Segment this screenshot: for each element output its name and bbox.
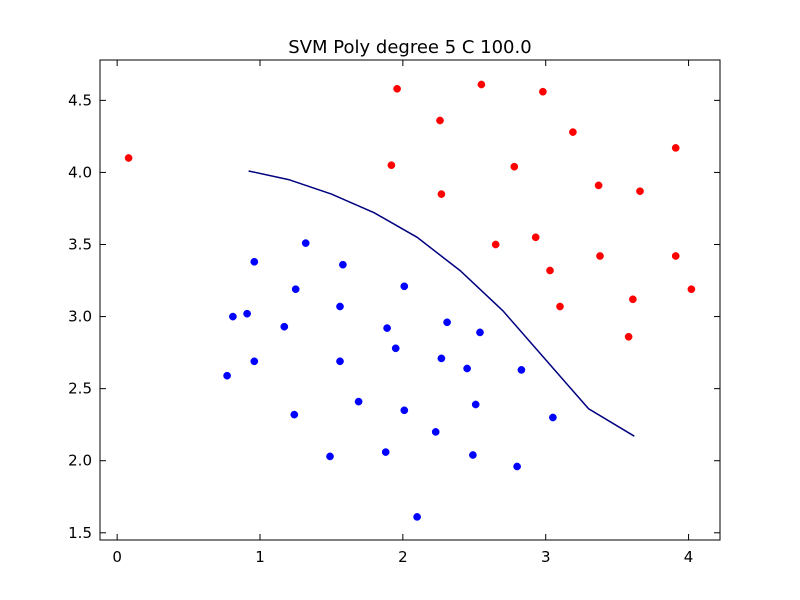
y-tick-label: 4.5 <box>68 91 92 109</box>
data-point <box>636 187 644 196</box>
x-tick-label: 1 <box>255 548 265 566</box>
data-point <box>393 84 401 93</box>
data-point <box>437 354 446 363</box>
chart-title: SVM Poly degree 5 C 100.0 <box>288 37 531 58</box>
data-point <box>596 252 604 260</box>
data-point <box>476 328 484 337</box>
data-point <box>381 448 390 456</box>
data-point <box>629 295 637 304</box>
data-point <box>539 87 547 96</box>
data-point <box>687 285 696 294</box>
data-point <box>443 318 451 327</box>
data-point <box>391 344 400 353</box>
x-tick-label: 3 <box>541 548 551 566</box>
data-point <box>387 161 396 170</box>
data-point <box>250 357 259 366</box>
data-point <box>671 252 680 260</box>
data-point <box>383 324 391 332</box>
data-point <box>243 309 251 318</box>
data-point <box>517 366 526 374</box>
data-point <box>463 364 471 373</box>
y-tick-label: 4.0 <box>68 163 92 181</box>
data-point <box>510 162 519 171</box>
data-point <box>336 357 344 366</box>
data-point <box>469 451 477 459</box>
data-point <box>280 322 289 331</box>
data-point <box>354 397 363 406</box>
data-point <box>549 413 557 422</box>
data-point <box>223 371 231 380</box>
data-point <box>290 410 299 419</box>
data-point <box>594 181 603 190</box>
data-point <box>400 282 409 291</box>
data-point <box>400 406 409 415</box>
y-tick-label: 3.0 <box>68 308 92 326</box>
data-point <box>339 260 347 269</box>
axes-frame <box>99 59 721 541</box>
data-point <box>569 128 577 136</box>
data-point <box>556 302 564 311</box>
y-tick-label: 2.0 <box>68 452 92 470</box>
data-point <box>301 239 310 247</box>
plot-area: 0 1 2 3 4 1.5 2.0 2.5 3.0 3.5 4.0 4.5 <box>68 59 721 566</box>
data-point <box>436 116 444 125</box>
data-point <box>671 144 680 152</box>
y-tick-label: 3.5 <box>68 236 92 254</box>
y-tick-label: 1.5 <box>68 524 92 542</box>
data-point <box>477 80 486 89</box>
data-point <box>624 332 633 341</box>
data-point <box>229 312 237 321</box>
x-tick-label: 2 <box>398 548 408 566</box>
data-point <box>437 190 446 198</box>
data-point <box>546 266 554 275</box>
x-tick-label: 0 <box>112 548 122 566</box>
data-point <box>531 233 540 242</box>
data-point <box>471 400 480 409</box>
data-point <box>491 240 500 249</box>
data-point <box>431 428 440 436</box>
data-point <box>513 462 521 471</box>
data-point <box>336 302 344 311</box>
data-point <box>291 285 300 294</box>
data-point <box>413 513 421 521</box>
data-point <box>250 257 259 266</box>
x-tick-label: 4 <box>684 548 694 566</box>
decision-boundary-line <box>248 170 635 437</box>
data-point <box>124 154 133 162</box>
data-point <box>326 452 334 461</box>
y-tick-label: 2.5 <box>68 380 92 398</box>
